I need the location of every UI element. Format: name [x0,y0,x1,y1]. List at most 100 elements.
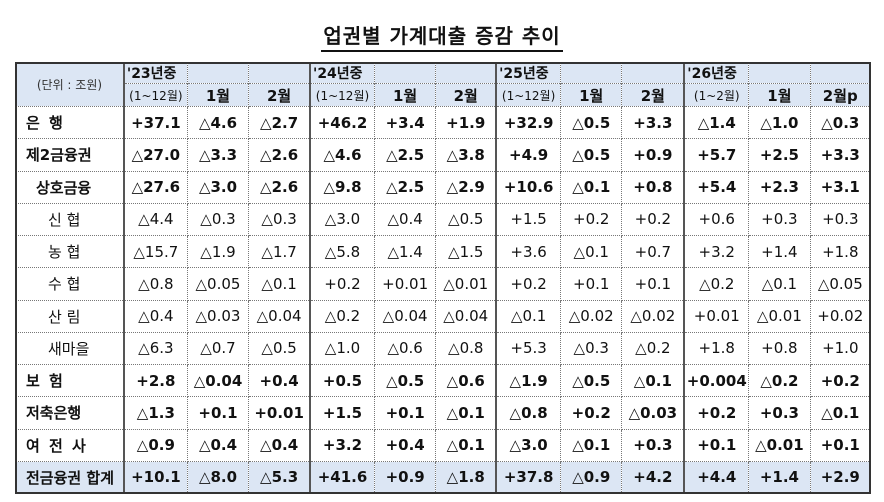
year-header-2026: '26년중 [683,62,750,84]
table-cell: +0.7 [621,234,685,269]
table-cell: +0.01 [248,396,311,430]
table-cell: △0.5 [435,202,497,237]
table-cell: △0.1 [495,299,562,333]
table-cell: +0.2 [809,363,872,398]
table-cell: △0.1 [809,396,872,430]
table-row: 새마을 △6.3 △0.7 △0.5 △1.0 △0.6 △0.8 +5.3 △0.3 △0.2 +… [14,331,872,366]
table-cell: △5.3 [248,460,311,495]
table-cell: +3.6 [495,234,562,269]
row-label: 여 전 사 [14,428,125,462]
table-cell: △9.8 [309,170,375,204]
table-cell: +0.2 [621,202,685,237]
table-row: 제2금융권 △27.0 △3.3 △2.6 △4.6 △2.5 △3.8 +4.9 △0.5 +0… [14,138,872,172]
table-cell: △0.3 [809,105,872,140]
row-label: 저축은행 [14,396,125,430]
table-cell: +4.2 [621,460,685,495]
table-cell: +0.8 [621,170,685,204]
year-header-2023: '23년중 [122,62,188,84]
table-cell: △4.6 [309,138,375,172]
table-cell: △0.1 [560,428,623,462]
table-cell: △0.5 [248,331,311,366]
table-cell: +1.8 [809,234,872,269]
table-cell: △0.3 [186,202,250,237]
table-cell: △0.01 [748,428,811,462]
row-label: 전금융권 합계 [14,460,125,495]
table-cell: △0.01 [748,299,811,333]
table-cell: +3.2 [309,428,375,462]
month-header: 2월 [621,83,685,107]
table-cell: +2.9 [809,460,872,495]
table-cell: +0.3 [748,396,811,430]
table-cell: +0.1 [186,396,250,430]
table-row: 산 림 △0.4 △0.03 △0.04 △0.2 △0.04 △0.04 △0.1 △0.02… [14,299,872,333]
month-header: 1월 [373,83,437,107]
table-row: 신 협 △4.4 △0.3 △0.3 △3.0 △0.4 △0.5 +1.5 +0.2 +0.2 +… [14,202,872,237]
table-cell: △0.4 [122,299,188,333]
household-loan-table: (단위 : 조원) '23년중 '24년중 '25년중 '26년중 (1~12월… [14,62,872,495]
table-cell: △5.8 [309,234,375,269]
table-cell: +0.4 [373,428,437,462]
row-label: 수 협 [14,267,125,301]
table-row: 은 행 +37.1 △4.6 △2.7 +46.2 +3.4 +1.9 +32.9 △0.5 +3… [14,105,872,140]
table-cell: +0.4 [248,363,311,398]
table-cell: △0.1 [560,170,623,204]
table-cell: △0.1 [621,363,685,398]
table-row: 보 험 +2.8 △0.04 +0.4 +0.5 △0.5 △0.6 △1.9 △0.5 △0.1… [14,363,872,398]
table-cell: +1.5 [495,202,562,237]
table-cell: △1.0 [309,331,375,366]
table-cell: +3.4 [373,105,437,140]
table-cell: △4.6 [186,105,250,140]
table-cell: +10.6 [495,170,562,204]
table-cell: △0.04 [373,299,437,333]
table-row: 농 협 △15.7 △1.9 △1.7 △5.8 △1.4 △1.5 +3.6 △0.1 +0.7… [14,234,872,269]
table-cell: △1.4 [373,234,437,269]
table-cell: +0.01 [373,267,437,301]
table-cell: +0.3 [621,428,685,462]
table-cell: +0.004 [683,363,750,398]
month-header: 1월 [748,83,811,107]
table-cell: △0.04 [435,299,497,333]
table-cell: △2.5 [373,138,437,172]
table-cell: +0.2 [560,396,623,430]
table-cell: +0.1 [621,267,685,301]
table-cell: △1.4 [683,105,750,140]
table-cell: △0.4 [248,428,311,462]
table-cell: △2.5 [373,170,437,204]
table-cell: △1.5 [435,234,497,269]
table-cell: △0.2 [309,299,375,333]
table-cell: △0.2 [683,267,750,301]
table-cell: +1.4 [748,234,811,269]
table-cell: △0.5 [560,138,623,172]
table-cell: △0.05 [809,267,872,301]
table-cell: △0.1 [435,428,497,462]
table-cell: △0.6 [435,363,497,398]
table-cell: +0.02 [809,299,872,333]
table-cell: △0.02 [560,299,623,333]
year-header-2024: '24년중 [309,62,375,84]
table-cell: △1.8 [435,460,497,495]
table-cell: △3.0 [186,170,250,204]
table-cell: +2.8 [122,363,188,398]
table-cell: +3.2 [683,234,750,269]
range-header-2024: (1~12월) [309,83,375,107]
table-cell: △0.6 [373,331,437,366]
month-header: 2월 [248,83,311,107]
table-cell: △0.8 [122,267,188,301]
range-header-2023: (1~12월) [122,83,188,107]
table-cell: +37.8 [495,460,562,495]
month-header: 2월 [435,83,497,107]
table-cell: +0.1 [373,396,437,430]
table-cell: △27.6 [122,170,188,204]
table-cell: △2.7 [248,105,311,140]
table-cell: △1.3 [122,396,188,430]
row-label: 산 림 [14,299,125,333]
table-cell: +1.4 [748,460,811,495]
table-cell: △0.5 [373,363,437,398]
table-cell: △1.9 [495,363,562,398]
table-cell: +3.3 [809,138,872,172]
table-cell: △0.4 [373,202,437,237]
table-cell: △0.03 [621,396,685,430]
table-cell: +37.1 [122,105,188,140]
table-row: 여 전 사 △0.9 △0.4 △0.4 +3.2 +0.4 △0.1 △3.0 △0.1 +0.… [14,428,872,462]
table-cell: △0.3 [560,331,623,366]
